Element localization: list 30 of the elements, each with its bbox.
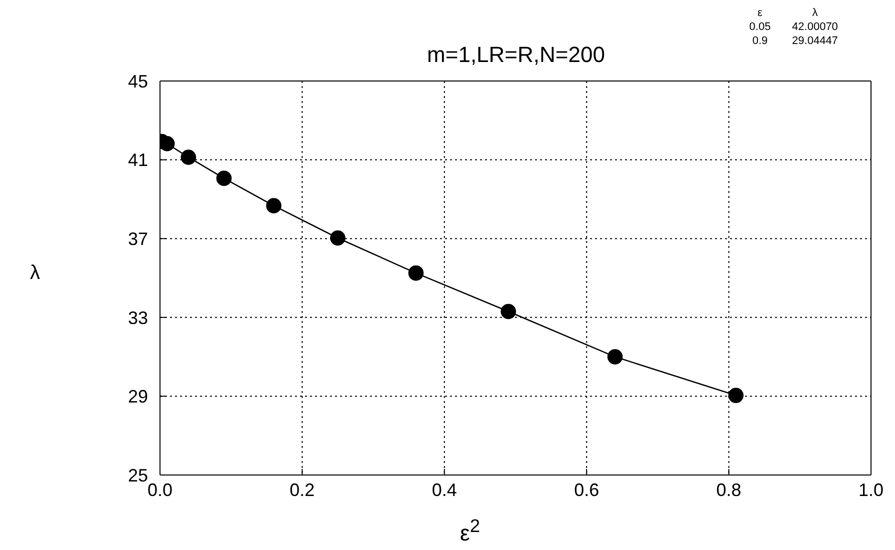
- y-tick-label: 45: [128, 71, 148, 92]
- text: 29.04447: [791, 34, 839, 48]
- point: [607, 349, 623, 364]
- y-tick-label: 41: [128, 150, 148, 170]
- y-axis-title: λ: [30, 262, 40, 285]
- text: λ: [811, 6, 819, 20]
- y-tick-label: 25: [128, 465, 148, 486]
- x-tick-label: 0.4: [432, 480, 457, 500]
- y-tick-label: 37: [128, 228, 148, 249]
- y-tick-label: 29: [128, 386, 148, 407]
- text: 0.05: [748, 20, 772, 34]
- point: [266, 198, 282, 214]
- x-axis-title: ε$^{2}$: [460, 515, 480, 546]
- x-tick-label: 0.6: [574, 480, 600, 500]
- point: [330, 230, 346, 246]
- point: [728, 388, 744, 404]
- point: [408, 265, 424, 281]
- text: 0.9: [751, 34, 769, 48]
- text: 42.00070: [791, 20, 839, 34]
- point: [500, 304, 516, 320]
- x-tick-label: 1.0: [858, 480, 884, 500]
- x-tick-label: 0.0: [147, 480, 173, 500]
- point: [180, 150, 196, 165]
- x-tick-label: 0.8: [716, 480, 742, 500]
- point: [216, 170, 232, 186]
- text: ε: [756, 6, 764, 20]
- point: [160, 136, 175, 152]
- chart-title: m=1,LR=R,N=200: [427, 42, 605, 67]
- x-tick-label: 0.2: [290, 480, 315, 500]
- y-tick-label: 33: [128, 308, 148, 328]
